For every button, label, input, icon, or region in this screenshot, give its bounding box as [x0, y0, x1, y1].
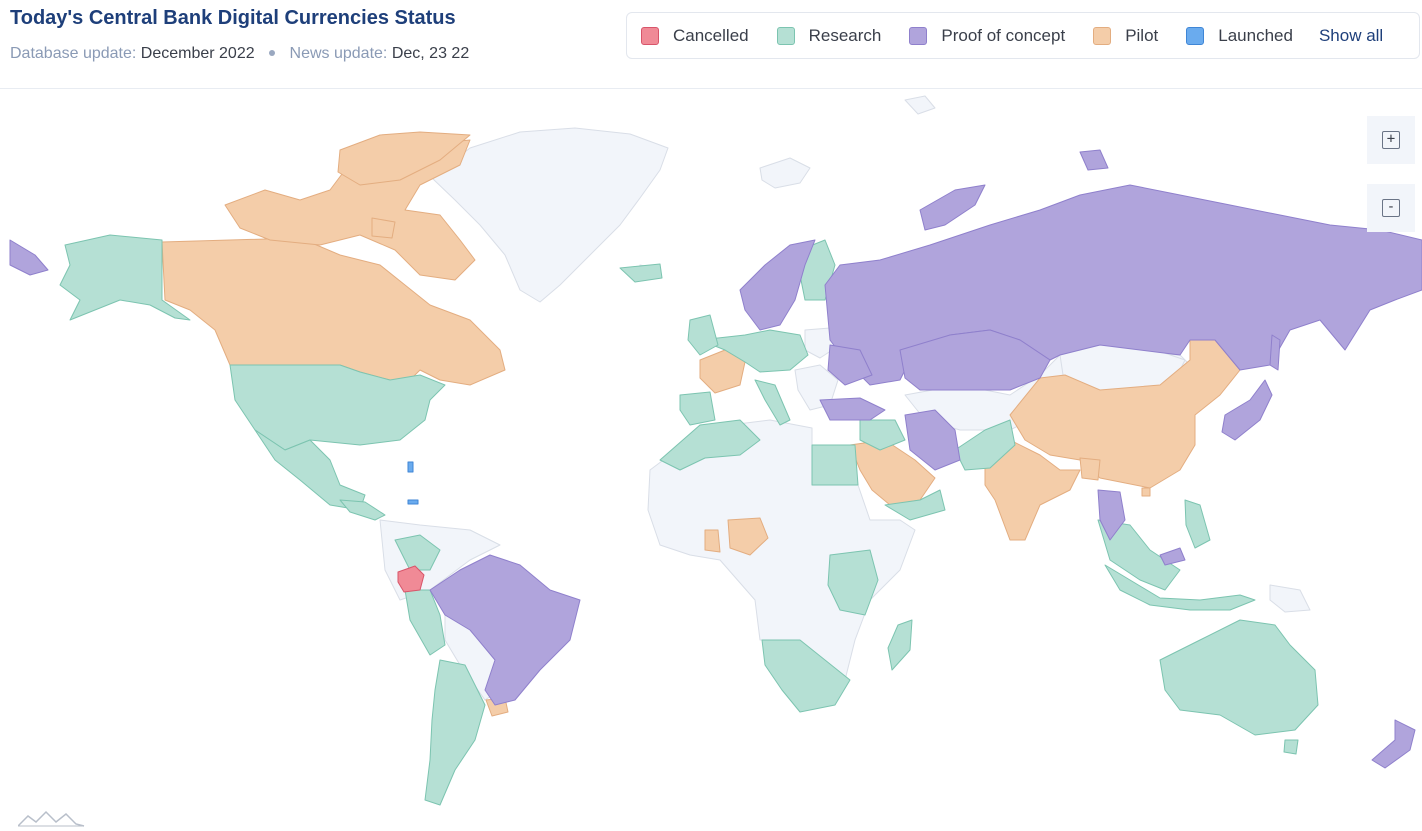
world-map[interactable]: [0, 89, 1422, 831]
bahamas[interactable]: [407, 461, 414, 473]
japan[interactable]: [1221, 379, 1273, 441]
colombia[interactable]: [394, 534, 441, 571]
australia[interactable]: [1159, 619, 1319, 736]
svalbard-green[interactable]: [619, 263, 663, 283]
argentina-chile[interactable]: [424, 659, 486, 806]
iberia[interactable]: [679, 391, 716, 426]
iran[interactable]: [904, 409, 961, 471]
svalbard[interactable]: [904, 95, 936, 115]
franz-josef[interactable]: [1079, 149, 1109, 171]
egypt[interactable]: [811, 444, 859, 486]
turkey-region[interactable]: [859, 419, 906, 451]
south-east-asia[interactable]: [1097, 519, 1181, 591]
tasmania[interactable]: [1283, 739, 1299, 755]
update-info: Database update: December 2022 News upda…: [10, 45, 469, 63]
maghreb[interactable]: [659, 419, 761, 471]
page-header: Today's Central Bank Digital Currencies …: [0, 0, 1422, 89]
thailand[interactable]: [1097, 489, 1126, 541]
legend-item-cancelled[interactable]: Cancelled: [641, 26, 749, 46]
chukotka[interactable]: [9, 239, 49, 276]
zoom-out-button[interactable]: -: [1367, 184, 1415, 232]
indonesia[interactable]: [1104, 564, 1256, 611]
oman-yemen[interactable]: [884, 489, 946, 521]
legend-item-pilot[interactable]: Pilot: [1093, 26, 1158, 46]
greenland[interactable]: [431, 127, 669, 303]
malaysia[interactable]: [1159, 547, 1186, 566]
news-update-label: News update:: [289, 45, 388, 62]
central-america[interactable]: [339, 499, 386, 521]
novaya-zemlya[interactable]: [919, 184, 986, 231]
status-legend: Cancelled Research Proof of concept Pilo…: [626, 12, 1420, 59]
alaska[interactable]: [59, 234, 191, 321]
ghana[interactable]: [704, 529, 721, 553]
sakhalin[interactable]: [1269, 334, 1281, 371]
canada-mainland[interactable]: [161, 237, 506, 386]
legend-label: Pilot: [1125, 25, 1159, 45]
hudson-islands[interactable]: [371, 217, 396, 239]
pakistan-afghanistan[interactable]: [954, 419, 1016, 471]
amcharts-logo-icon: [18, 810, 85, 827]
mexico[interactable]: [254, 429, 366, 511]
turkey[interactable]: [819, 397, 886, 421]
database-update-value: December 2022: [140, 45, 255, 62]
legend-item-launched[interactable]: Launched: [1186, 26, 1293, 46]
myanmar-region[interactable]: [1079, 457, 1101, 481]
zoom-in-button[interactable]: +: [1367, 116, 1415, 164]
philippines[interactable]: [1184, 499, 1211, 549]
legend-label: Launched: [1218, 25, 1293, 45]
legend-item-research[interactable]: Research: [776, 25, 882, 46]
separator-dot: [269, 49, 276, 56]
ukraine-belarus[interactable]: [827, 344, 873, 386]
papua-unassigned[interactable]: [1269, 584, 1311, 613]
legend-label: Cancelled: [673, 25, 749, 45]
brazil[interactable]: [429, 554, 581, 706]
east-africa[interactable]: [827, 549, 879, 616]
legend-swatch: [909, 26, 928, 45]
iceland[interactable]: [759, 157, 811, 189]
nigeria[interactable]: [727, 517, 769, 556]
legend-swatch: [1093, 26, 1112, 45]
ecuador[interactable]: [397, 565, 425, 593]
show-all-link[interactable]: Show all: [1318, 25, 1384, 45]
legend-swatch: [776, 26, 795, 45]
new-zealand[interactable]: [1371, 719, 1416, 769]
baffin-island[interactable]: [337, 131, 471, 186]
legend-item-proof-of-concept[interactable]: Proof of concept: [909, 26, 1065, 46]
scandinavia[interactable]: [739, 239, 816, 331]
jamaica[interactable]: [407, 499, 419, 505]
india[interactable]: [984, 439, 1081, 541]
minus-icon: -: [1382, 199, 1400, 217]
legend-swatch: [641, 26, 659, 45]
legend-label: Research: [808, 25, 882, 45]
legend-label: Proof of concept: [941, 25, 1066, 45]
database-update-label: Database update:: [10, 45, 137, 62]
canada-arctic-islands[interactable]: [224, 139, 476, 281]
plus-icon: +: [1382, 131, 1400, 149]
kazakhstan[interactable]: [899, 329, 1051, 391]
southern-africa[interactable]: [761, 639, 851, 713]
news-update-value: Dec, 23 22: [391, 45, 470, 62]
madagascar[interactable]: [887, 619, 913, 671]
hong-kong[interactable]: [1141, 487, 1151, 497]
italy[interactable]: [754, 379, 791, 426]
western-europe[interactable]: [699, 329, 809, 373]
legend-swatch: [1186, 26, 1205, 45]
page-title: Today's Central Bank Digital Currencies …: [10, 7, 456, 29]
uk-ireland[interactable]: [687, 314, 719, 356]
